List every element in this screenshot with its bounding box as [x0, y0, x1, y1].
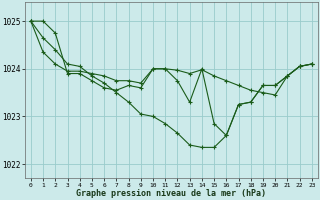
X-axis label: Graphe pression niveau de la mer (hPa): Graphe pression niveau de la mer (hPa) — [76, 189, 266, 198]
